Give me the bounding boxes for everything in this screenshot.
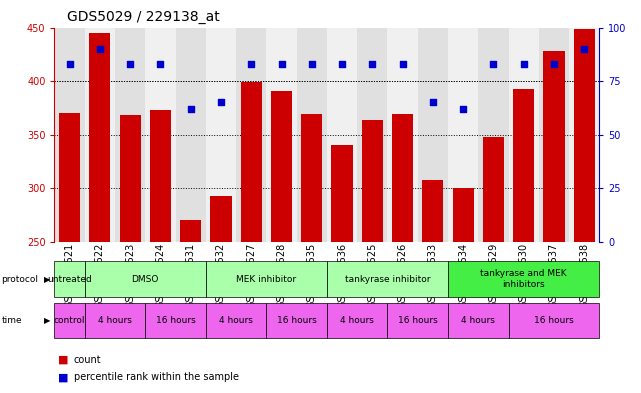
Bar [483,137,504,242]
Point [549,61,559,67]
Point [95,46,105,52]
Text: time: time [1,316,22,325]
Point [246,61,256,67]
Point [428,99,438,106]
Text: 4 hours: 4 hours [462,316,495,325]
Bar [59,113,80,242]
Point [367,61,378,67]
Bar [176,28,206,242]
Text: MEK inhibitor: MEK inhibitor [237,275,296,283]
Bar [146,28,176,242]
Bar [418,28,448,242]
Text: 16 hours: 16 hours [534,316,574,325]
Point [276,61,287,67]
Bar [392,114,413,242]
Text: percentile rank within the sample: percentile rank within the sample [74,372,238,382]
Text: 16 hours: 16 hours [277,316,317,325]
Text: tankyrase and MEK
inhibitors: tankyrase and MEK inhibitors [480,269,567,289]
Point [216,99,226,106]
Bar [508,28,539,242]
Text: GDS5029 / 229138_at: GDS5029 / 229138_at [67,10,220,24]
Point [65,61,75,67]
Text: ▶: ▶ [44,275,50,283]
Bar [180,220,201,242]
Bar [513,88,534,242]
Bar [85,28,115,242]
Bar [115,28,146,242]
Bar [357,28,387,242]
Text: 4 hours: 4 hours [219,316,253,325]
Text: count: count [74,354,101,365]
Bar [574,29,595,242]
Bar [387,28,418,242]
Text: control: control [54,316,85,325]
Point [155,61,165,67]
Bar [297,28,327,242]
Text: 4 hours: 4 hours [340,316,374,325]
Point [397,61,408,67]
Bar [448,28,478,242]
Bar [327,28,357,242]
Bar [271,91,292,242]
Bar [544,51,565,242]
Text: ■: ■ [58,372,72,382]
Text: 4 hours: 4 hours [98,316,132,325]
Bar [206,28,236,242]
Point [337,61,347,67]
Text: untreated: untreated [47,275,92,283]
Bar [54,28,85,242]
Bar [120,115,141,242]
Text: 16 hours: 16 hours [398,316,438,325]
Text: ■: ■ [58,354,72,365]
Text: protocol: protocol [1,275,38,283]
Point [488,61,499,67]
Bar [301,114,322,242]
Bar [362,119,383,242]
Point [306,61,317,67]
Text: 16 hours: 16 hours [156,316,196,325]
Bar [539,28,569,242]
Bar [89,33,110,242]
Point [125,61,135,67]
Point [458,106,469,112]
Point [579,46,589,52]
Point [519,61,529,67]
Text: tankyrase inhibitor: tankyrase inhibitor [345,275,430,283]
Bar [422,180,444,242]
Bar [240,82,262,242]
Bar [267,28,297,242]
Bar [236,28,267,242]
Text: ▶: ▶ [44,316,50,325]
Text: DMSO: DMSO [131,275,159,283]
Point [186,106,196,112]
Bar [478,28,508,242]
Bar [453,188,474,242]
Bar [150,110,171,242]
Bar [331,145,353,242]
Bar [210,196,231,242]
Bar [569,28,599,242]
